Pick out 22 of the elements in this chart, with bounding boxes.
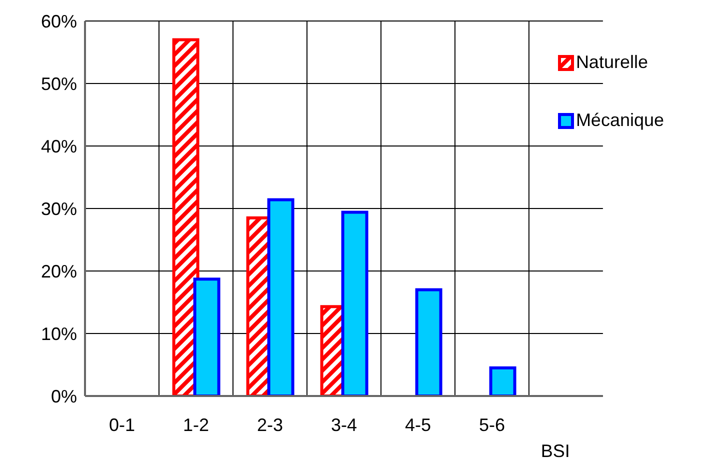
y-tick-label: 40% bbox=[40, 136, 77, 156]
bar bbox=[172, 38, 200, 396]
bar bbox=[489, 366, 516, 396]
bar bbox=[267, 198, 294, 396]
x-tick-label: 4-5 bbox=[404, 414, 431, 435]
x-tick-label: 2-3 bbox=[256, 414, 283, 435]
bar bbox=[415, 288, 442, 396]
x-axis-title: BSI bbox=[540, 441, 570, 461]
x-tick-label: 1-2 bbox=[182, 414, 209, 435]
y-tick-label: 20% bbox=[40, 261, 77, 282]
y-tick-label: 10% bbox=[40, 324, 77, 344]
x-tick-label: 0-1 bbox=[108, 414, 136, 435]
y-tick-label: 50% bbox=[40, 74, 77, 94]
bar bbox=[341, 210, 368, 396]
x-tick-label: 5-6 bbox=[478, 414, 505, 435]
y-tick-label: 30% bbox=[40, 198, 77, 219]
bar bbox=[193, 278, 220, 396]
x-tick-label: 3-4 bbox=[330, 414, 357, 435]
legend-label: Mécanique bbox=[576, 110, 664, 131]
legend-label: Naturelle bbox=[576, 52, 648, 73]
y-tick-label: 0% bbox=[50, 386, 77, 406]
y-tick-label: 60% bbox=[40, 11, 77, 32]
